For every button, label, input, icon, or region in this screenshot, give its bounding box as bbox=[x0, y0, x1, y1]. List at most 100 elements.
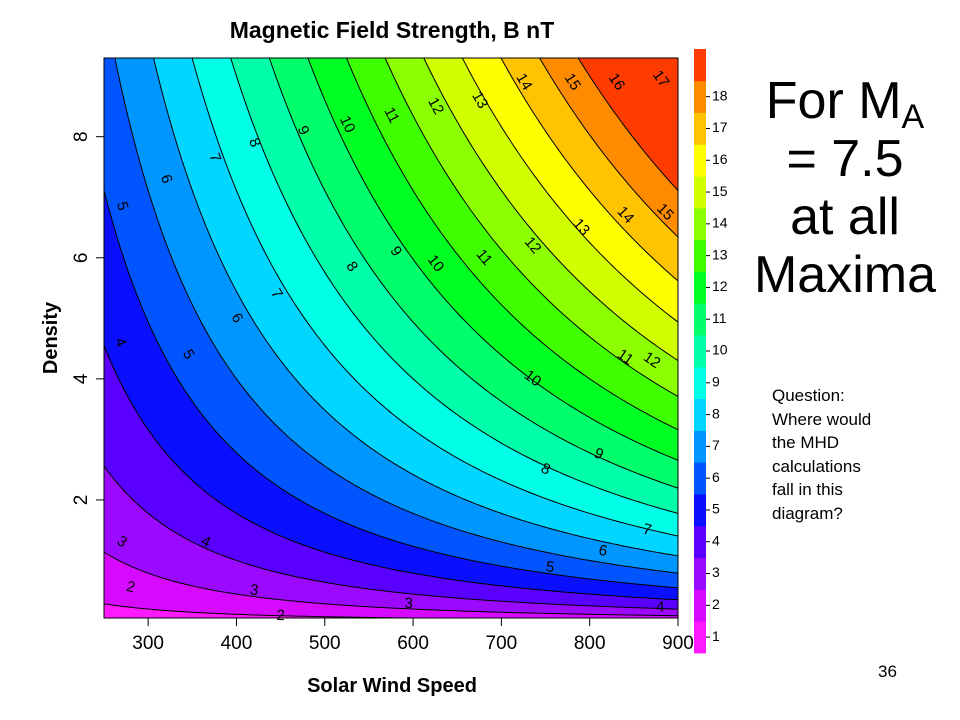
colorbar-tick-label: 11 bbox=[712, 310, 727, 326]
contour-label: 11 bbox=[380, 104, 402, 126]
colorbar-tick-label: 9 bbox=[712, 373, 720, 389]
colorbar-tick-label: 1 bbox=[712, 628, 720, 644]
question-line: fall in this bbox=[772, 480, 843, 499]
colorbar-tick-label: 6 bbox=[712, 469, 720, 485]
x-tick-label: 500 bbox=[309, 633, 341, 654]
contour-label: 6 bbox=[597, 542, 608, 560]
question-line: the MHD bbox=[772, 433, 840, 452]
colorbar-swatch bbox=[694, 271, 706, 304]
colorbar-tick-label: 10 bbox=[712, 342, 728, 358]
contour-label: 3 bbox=[249, 581, 260, 599]
contour-label: 12 bbox=[640, 349, 663, 372]
question-line: diagram? bbox=[772, 503, 843, 523]
contour-label: 12 bbox=[424, 95, 447, 118]
x-tick-label: 700 bbox=[486, 633, 518, 654]
colorbar-tick-label: 2 bbox=[712, 596, 720, 612]
contour-line-8 bbox=[191, 58, 678, 537]
contour-label: 14 bbox=[512, 70, 535, 93]
colorbar-swatch bbox=[694, 557, 706, 590]
contour-label: 4 bbox=[656, 599, 665, 616]
contour-line-3 bbox=[104, 465, 678, 610]
colorbar-swatch bbox=[694, 144, 706, 177]
alfven-mach-callout: For MA = 7.5 at all Maxima bbox=[740, 72, 950, 304]
colorbar-swatch bbox=[694, 49, 706, 82]
contour-line-15 bbox=[461, 58, 678, 323]
contour-line-18 bbox=[577, 58, 678, 191]
colorbar-tick-label: 18 bbox=[712, 87, 728, 103]
y-tick-label: 4 bbox=[71, 373, 92, 384]
chart-title: Magnetic Field Strength, B nT bbox=[230, 17, 555, 43]
colorbar-swatch bbox=[694, 112, 706, 145]
plot-frame bbox=[103, 57, 679, 619]
colorbar-tick-label: 14 bbox=[712, 215, 728, 231]
callout-line-2: = 7.5 bbox=[786, 130, 904, 188]
colorbar-swatch bbox=[694, 398, 706, 431]
colorbar-swatch bbox=[694, 462, 706, 495]
y-tick-label: 6 bbox=[71, 252, 92, 263]
slide-number: 36 bbox=[878, 662, 897, 681]
colorbar-tick-label: 5 bbox=[712, 501, 720, 517]
question-text: Question: Where would the MHD calculatio… bbox=[772, 384, 942, 525]
contour-line-9 bbox=[230, 58, 678, 514]
contour-line-2 bbox=[104, 551, 678, 617]
contour-label: 16 bbox=[605, 70, 628, 93]
contour-label: 15 bbox=[561, 70, 584, 93]
callout-line-3: at all bbox=[790, 188, 900, 246]
contour-label: 10 bbox=[336, 113, 358, 135]
question-line: calculations bbox=[772, 456, 861, 476]
contour-line-7 bbox=[152, 58, 678, 557]
contour-line-13 bbox=[384, 58, 678, 397]
x-axis: 300 400 500 600 700 800 900 bbox=[132, 618, 694, 654]
contour-label: 17 bbox=[649, 67, 673, 90]
question-line: Question: bbox=[772, 386, 845, 405]
colorbar-swatch bbox=[694, 494, 706, 527]
contour-line-11 bbox=[307, 58, 678, 461]
contour-line-12 bbox=[346, 58, 678, 431]
colorbar-tick-label: 15 bbox=[712, 183, 728, 199]
colorbar-tick-label: 7 bbox=[712, 437, 720, 453]
contour-line-5 bbox=[104, 190, 678, 589]
colorbar-swatch bbox=[694, 303, 706, 336]
contour-line-16 bbox=[500, 58, 678, 282]
contour-label: 10 bbox=[521, 367, 545, 391]
callout-line-4: Maxima bbox=[753, 246, 937, 304]
colorbar-swatch bbox=[694, 239, 706, 272]
colorbar-swatch bbox=[694, 525, 706, 559]
colorbar-swatch bbox=[694, 80, 706, 113]
colorbar-swatch bbox=[694, 589, 706, 622]
callout-subscript: A bbox=[901, 98, 925, 136]
colorbar-swatch bbox=[694, 176, 706, 209]
contour-label: 10 bbox=[424, 252, 448, 276]
contour-label: 13 bbox=[468, 89, 491, 112]
colorbar-tick-label: 17 bbox=[712, 119, 728, 135]
contour-label: 3 bbox=[404, 595, 413, 613]
contour-line-4 bbox=[104, 345, 678, 601]
x-tick-label: 800 bbox=[574, 633, 606, 654]
colorbar-swatch bbox=[694, 335, 706, 368]
contour-label: 7 bbox=[641, 520, 653, 538]
contour-line-17 bbox=[539, 58, 678, 238]
y-tick-label: 8 bbox=[71, 131, 92, 142]
x-tick-label: 300 bbox=[132, 633, 164, 654]
colorbar-swatch bbox=[694, 366, 706, 400]
colorbar-tick-label: 16 bbox=[712, 151, 728, 167]
contour-label: 5 bbox=[545, 558, 556, 576]
x-tick-label: 400 bbox=[221, 633, 253, 654]
y-axis: 2 4 6 8 bbox=[71, 131, 104, 505]
x-tick-label: 600 bbox=[397, 633, 429, 654]
y-axis-label: Density bbox=[40, 301, 62, 374]
colorbar-swatch bbox=[694, 621, 706, 654]
callout-prefix: For M bbox=[765, 72, 902, 130]
plot-area bbox=[104, 58, 678, 618]
contour-label: 2 bbox=[276, 607, 285, 624]
x-tick-label: 900 bbox=[662, 633, 694, 654]
question-line: Where would bbox=[772, 409, 872, 429]
colorbar-tick-label: 12 bbox=[712, 278, 728, 294]
y-tick-label: 2 bbox=[71, 495, 92, 506]
contour-line-14 bbox=[423, 58, 678, 362]
colorbar-swatch bbox=[694, 207, 706, 241]
colorbar-tick-label: 13 bbox=[712, 246, 728, 262]
x-axis-label: Solar Wind Speed bbox=[307, 675, 477, 697]
contour-band-above-18 bbox=[578, 58, 678, 191]
